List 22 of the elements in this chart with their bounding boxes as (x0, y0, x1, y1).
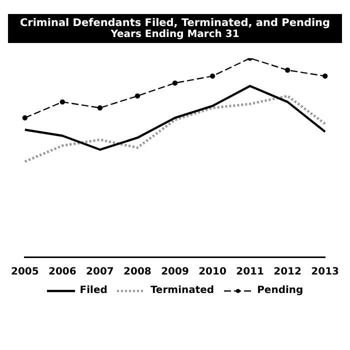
point (284, 68, 290, 73)
chart-title: Criminal Defendants Filed, Terminated, and Pending (18, 17, 332, 29)
point (134, 93, 140, 99)
x-tick-label: 2006 (48, 266, 76, 278)
point (22, 115, 28, 120)
x-tick-label: 2005 (10, 266, 39, 278)
point (60, 99, 66, 105)
point (97, 105, 103, 110)
x-tick-label: 2008 (124, 266, 152, 278)
x-tick-label: 2007 (86, 266, 114, 278)
chart-subtitle: Years Ending March 31 (110, 29, 240, 40)
x-tick-label: 2009 (161, 266, 189, 278)
legend-label: Terminated (150, 285, 214, 296)
point (210, 73, 216, 79)
legend-label: Filed (80, 285, 108, 296)
x-tick-label: 2013 (311, 266, 340, 278)
x-tick-label: 2011 (236, 266, 264, 278)
point (322, 73, 328, 79)
legend-label: Pending (257, 285, 304, 296)
point (172, 80, 178, 86)
x-tick-label: 2010 (198, 266, 226, 278)
x-tick-label: 2012 (274, 266, 302, 278)
